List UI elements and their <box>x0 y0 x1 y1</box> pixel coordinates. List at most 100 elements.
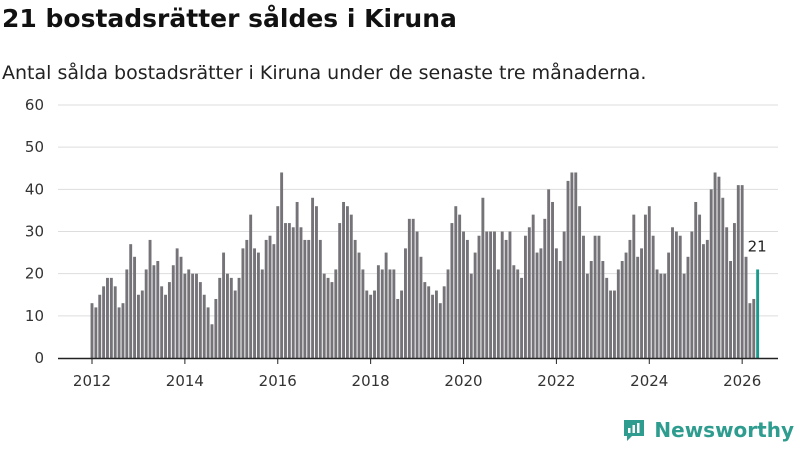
bar <box>434 290 438 358</box>
bar <box>404 248 407 358</box>
bar <box>160 286 164 358</box>
bar <box>709 189 713 358</box>
bar <box>543 218 547 358</box>
bar <box>195 273 198 358</box>
bar <box>582 235 585 358</box>
bar <box>407 218 411 358</box>
newsworthy-logo: Newsworthy <box>622 416 794 444</box>
chart-bubble-icon <box>624 420 645 441</box>
bar <box>485 231 489 358</box>
bar <box>585 273 589 358</box>
bar <box>222 252 226 358</box>
bar <box>647 206 651 358</box>
bar <box>415 231 419 358</box>
bar <box>454 206 458 358</box>
bar <box>562 231 566 358</box>
bar <box>179 256 183 358</box>
bar <box>245 239 249 358</box>
y-tick-label: 10 <box>25 307 44 325</box>
bar <box>218 277 222 358</box>
bar <box>121 303 125 358</box>
bar <box>632 214 636 358</box>
bar <box>578 206 582 358</box>
bar <box>605 277 609 358</box>
bar <box>500 231 504 358</box>
bar <box>102 286 106 358</box>
bar <box>535 252 539 358</box>
bar <box>191 273 195 358</box>
bar <box>477 235 481 358</box>
x-tick-label: 2020 <box>444 372 482 390</box>
bar <box>729 261 732 358</box>
chart-subtitle: Antal sålda bostadsrätter i Kiruna under… <box>2 62 647 84</box>
chart-title: 21 bostadsrätter såldes i Kiruna <box>2 4 457 33</box>
x-tick-label: 2024 <box>630 372 668 390</box>
bar <box>512 265 516 358</box>
bar <box>640 248 643 358</box>
x-tick-label: 2026 <box>723 372 761 390</box>
bar <box>628 239 632 358</box>
bar <box>520 277 524 358</box>
bar <box>613 290 616 358</box>
bar <box>589 261 593 358</box>
bar <box>558 261 562 358</box>
brand-name: Newsworthy <box>654 418 794 442</box>
bar <box>516 269 520 358</box>
bar <box>380 269 384 358</box>
bar <box>136 294 140 358</box>
bar <box>655 269 659 358</box>
bar <box>330 282 334 358</box>
bar <box>268 235 272 358</box>
bar <box>253 248 256 358</box>
bar <box>148 239 152 358</box>
bar <box>315 206 318 358</box>
bar <box>392 269 396 358</box>
bar <box>465 239 469 358</box>
bar <box>210 324 214 358</box>
bar <box>450 223 454 358</box>
bar <box>280 172 284 358</box>
bar <box>256 252 260 358</box>
bar <box>489 231 493 358</box>
bar <box>713 172 717 358</box>
bar <box>396 298 400 358</box>
bar <box>241 248 245 358</box>
bar <box>698 214 702 358</box>
bar <box>616 269 620 358</box>
bar <box>636 256 640 358</box>
bar <box>206 307 210 358</box>
bar <box>423 282 427 358</box>
bar <box>299 227 303 358</box>
bar <box>601 261 605 358</box>
x-tick-label: 2018 <box>352 372 390 390</box>
bar <box>678 235 682 358</box>
bar <box>167 282 171 358</box>
bar <box>291 227 295 358</box>
bar <box>732 223 736 358</box>
bar <box>361 269 365 358</box>
bar <box>431 294 435 358</box>
bar <box>353 239 357 358</box>
bar <box>152 265 156 358</box>
bar <box>752 298 756 358</box>
bar <box>226 273 229 358</box>
bar <box>442 286 446 358</box>
bar <box>493 231 496 358</box>
bar <box>462 231 465 358</box>
bar <box>469 273 473 358</box>
bar <box>705 239 709 358</box>
bar <box>357 252 361 358</box>
y-tick-label: 20 <box>25 265 44 283</box>
bar <box>539 248 543 358</box>
bar <box>593 235 597 358</box>
bar <box>276 206 280 358</box>
bar <box>427 286 431 358</box>
bar <box>682 273 686 358</box>
bar <box>674 231 678 358</box>
y-tick-label: 40 <box>25 180 44 198</box>
bar <box>717 176 721 358</box>
bar <box>369 294 373 358</box>
bar <box>345 206 349 358</box>
bar <box>98 294 102 358</box>
x-tick-label: 2012 <box>73 372 111 390</box>
